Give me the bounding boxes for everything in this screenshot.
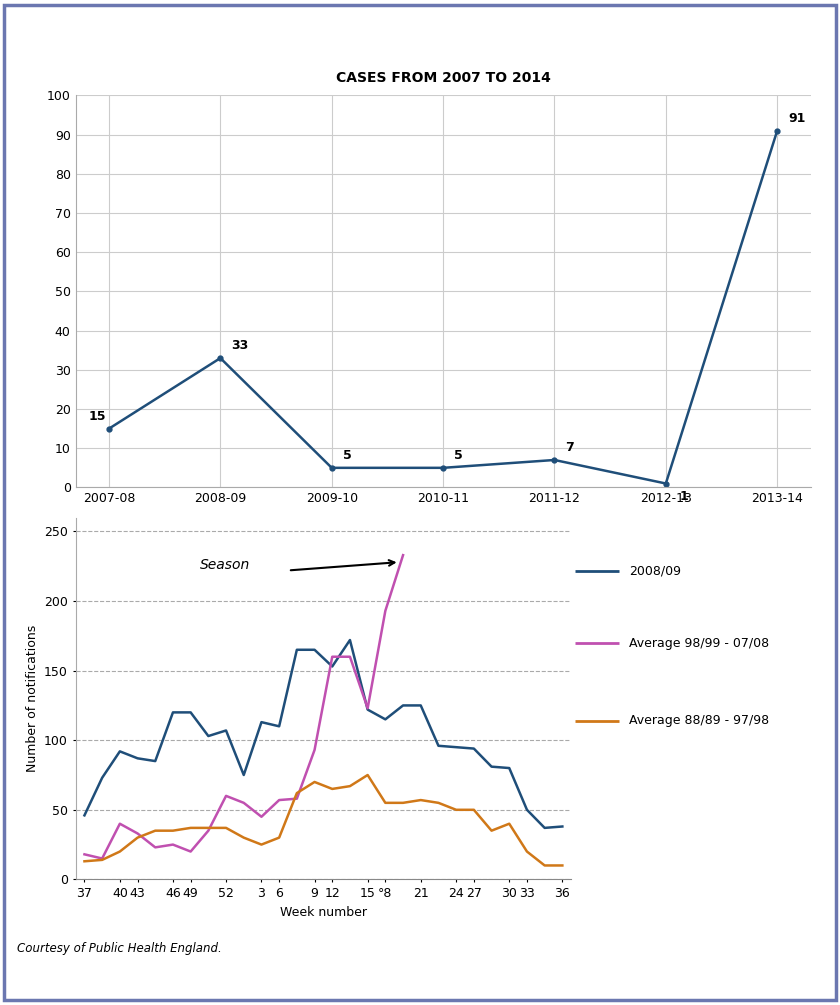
Text: 91: 91 — [788, 112, 806, 125]
Text: 1: 1 — [680, 490, 688, 504]
Y-axis label: Number of notifications: Number of notifications — [25, 625, 39, 772]
Text: 15: 15 — [89, 410, 107, 423]
Text: Season: Season — [199, 558, 249, 572]
Text: Average 88/89 - 97/98: Average 88/89 - 97/98 — [629, 715, 769, 727]
Text: Courtesy of Public Health England.: Courtesy of Public Health England. — [17, 942, 222, 955]
Text: 5: 5 — [343, 449, 352, 462]
Text: 7: 7 — [565, 441, 575, 454]
Title: CASES FROM 2007 TO 2014: CASES FROM 2007 TO 2014 — [336, 70, 550, 84]
X-axis label: Week number: Week number — [280, 906, 367, 919]
Text: Increase in the incidence of scarlet fever in the 2008–2009 season in the popula: Increase in the incidence of scarlet fev… — [71, 27, 840, 39]
Text: 5: 5 — [454, 449, 463, 462]
Text: 2008/09: 2008/09 — [629, 565, 681, 578]
Text: 33: 33 — [232, 340, 249, 352]
Text: Figure 5.: Figure 5. — [14, 27, 77, 39]
Text: Average 98/99 - 07/08: Average 98/99 - 07/08 — [629, 637, 769, 650]
